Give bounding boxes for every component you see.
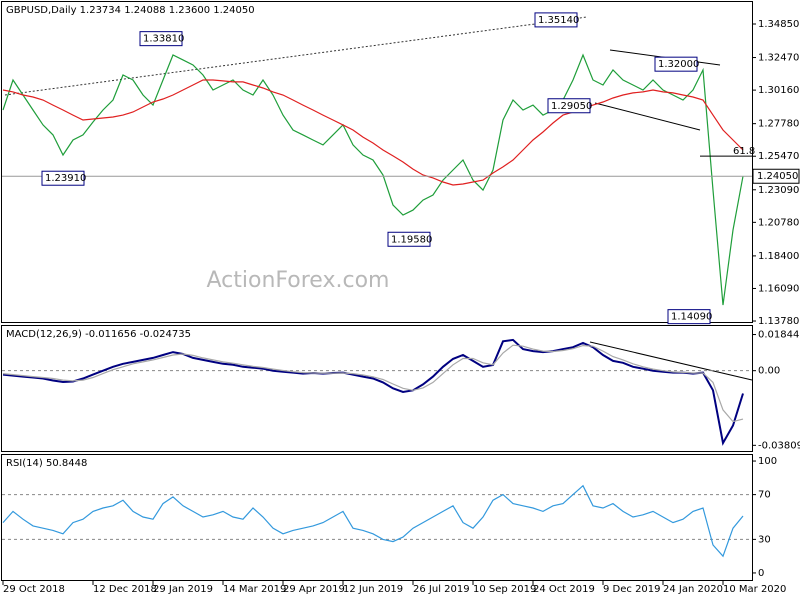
- macd-title: MACD(12,26,9) -0.011656 -0.024735: [6, 329, 191, 340]
- price-label: 1.23910: [45, 173, 86, 184]
- macd-panel: [1, 325, 753, 452]
- price-label: 1.35140: [538, 15, 579, 26]
- x-tick-label: 10 Mar 2020: [723, 584, 786, 595]
- y-tick-label: 1.20780: [758, 217, 799, 228]
- y-tick-label: 1.16090: [758, 283, 799, 294]
- y-tick-label: 100: [758, 456, 777, 467]
- x-tick-label: 14 Mar 2019: [223, 584, 286, 595]
- macd-trend-line: [589, 341, 753, 381]
- y-tick-label: 1.13780: [758, 316, 799, 327]
- series-line: [2, 484, 744, 558]
- x-tick-label: 12 Jun 2019: [343, 584, 403, 595]
- x-tick-label: 12 Dec 2018: [93, 584, 157, 595]
- series-line: [2, 53, 744, 306]
- x-tick-label: 9 Dec 2019: [603, 584, 661, 595]
- price-label-box: [547, 98, 591, 114]
- last-price-label: 1.24050: [757, 171, 798, 182]
- channel-line: [594, 102, 701, 131]
- price-label-box: [139, 31, 183, 47]
- y-tick-label: 0: [758, 568, 764, 579]
- y-tick-label: 1.34850: [758, 19, 799, 30]
- price-panel: [1, 1, 753, 323]
- price-label-box: [534, 12, 578, 28]
- price-label: 1.19580: [391, 234, 432, 245]
- price-label: 1.32000: [658, 59, 699, 70]
- price-label-box: [654, 56, 698, 72]
- rsi-panel: [1, 454, 753, 581]
- fib-label: 61.8: [733, 146, 755, 157]
- series-line: [2, 338, 744, 446]
- watermark: ActionForex.com: [207, 268, 390, 293]
- x-tick-label: 26 Jul 2019: [413, 584, 470, 595]
- y-tick-label: -0.038095: [758, 440, 800, 451]
- price-label-box: [387, 231, 431, 247]
- price-title: GBPUSD,Daily 1.23734 1.24088 1.23600 1.2…: [6, 5, 255, 16]
- x-tick-label: 29 Jan 2019: [153, 584, 213, 595]
- series-line: [2, 344, 744, 423]
- trend-line: [4, 16, 588, 96]
- x-tick-label: 29 Apr 2019: [283, 584, 345, 595]
- y-tick-label: 1.30160: [758, 85, 799, 96]
- y-tick-label: 30: [758, 534, 771, 545]
- y-tick-label: 1.18400: [758, 251, 799, 262]
- y-tick-label: 0.00: [758, 366, 780, 377]
- price-label-box: [41, 170, 85, 186]
- x-tick-label: 24 Oct 2019: [533, 584, 595, 595]
- y-tick-label: 1.32470: [758, 53, 799, 64]
- x-tick-label: 24 Jan 2020: [663, 584, 723, 595]
- price-label-box: [667, 309, 711, 325]
- series-line: [2, 79, 744, 186]
- x-tick-label: 10 Sep 2019: [473, 584, 536, 595]
- price-label: 1.29050: [551, 101, 592, 112]
- last-price-box: [752, 168, 800, 184]
- y-tick-label: 1.25470: [758, 151, 799, 162]
- y-tick-label: 0.018442: [758, 330, 800, 341]
- y-tick-label: 70: [758, 490, 771, 501]
- price-label: 1.33810: [143, 34, 184, 45]
- rsi-title: RSI(14) 50.8448: [6, 458, 87, 469]
- y-tick-label: 1.23090: [758, 185, 799, 196]
- y-tick-label: 1.27780: [758, 119, 799, 130]
- x-tick-label: 29 Oct 2018: [3, 584, 65, 595]
- price-label: 1.14090: [671, 312, 712, 323]
